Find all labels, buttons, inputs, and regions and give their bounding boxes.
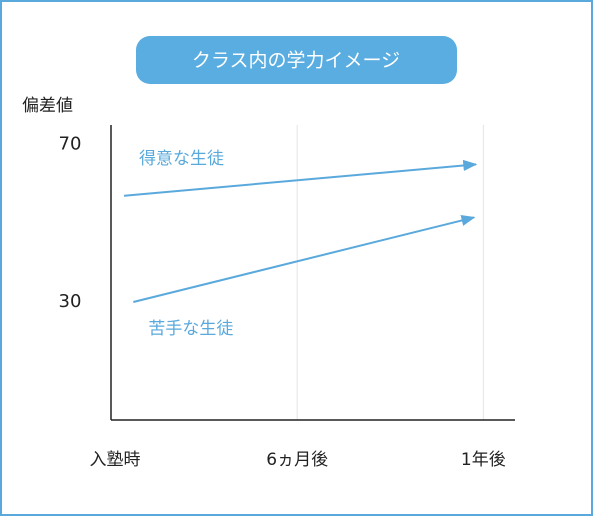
series-line [133, 215, 476, 303]
x-tick-label: 6ヵ月後 [266, 450, 328, 470]
y-axis-label: 偏差値 [22, 96, 73, 116]
title-pill [136, 36, 457, 84]
x-tick-label: 1年後 [461, 450, 506, 470]
y-tick-label: 70 [59, 134, 82, 155]
series-line [123, 159, 478, 197]
series-label: 得意な生徒 [139, 149, 224, 169]
y-tick-label: 30 [59, 291, 82, 312]
series-label: 苦手な生徒 [148, 319, 233, 339]
chart-title: クラス内の学力イメージ [192, 50, 400, 72]
x-tick-label: 入塾時 [90, 449, 141, 470]
